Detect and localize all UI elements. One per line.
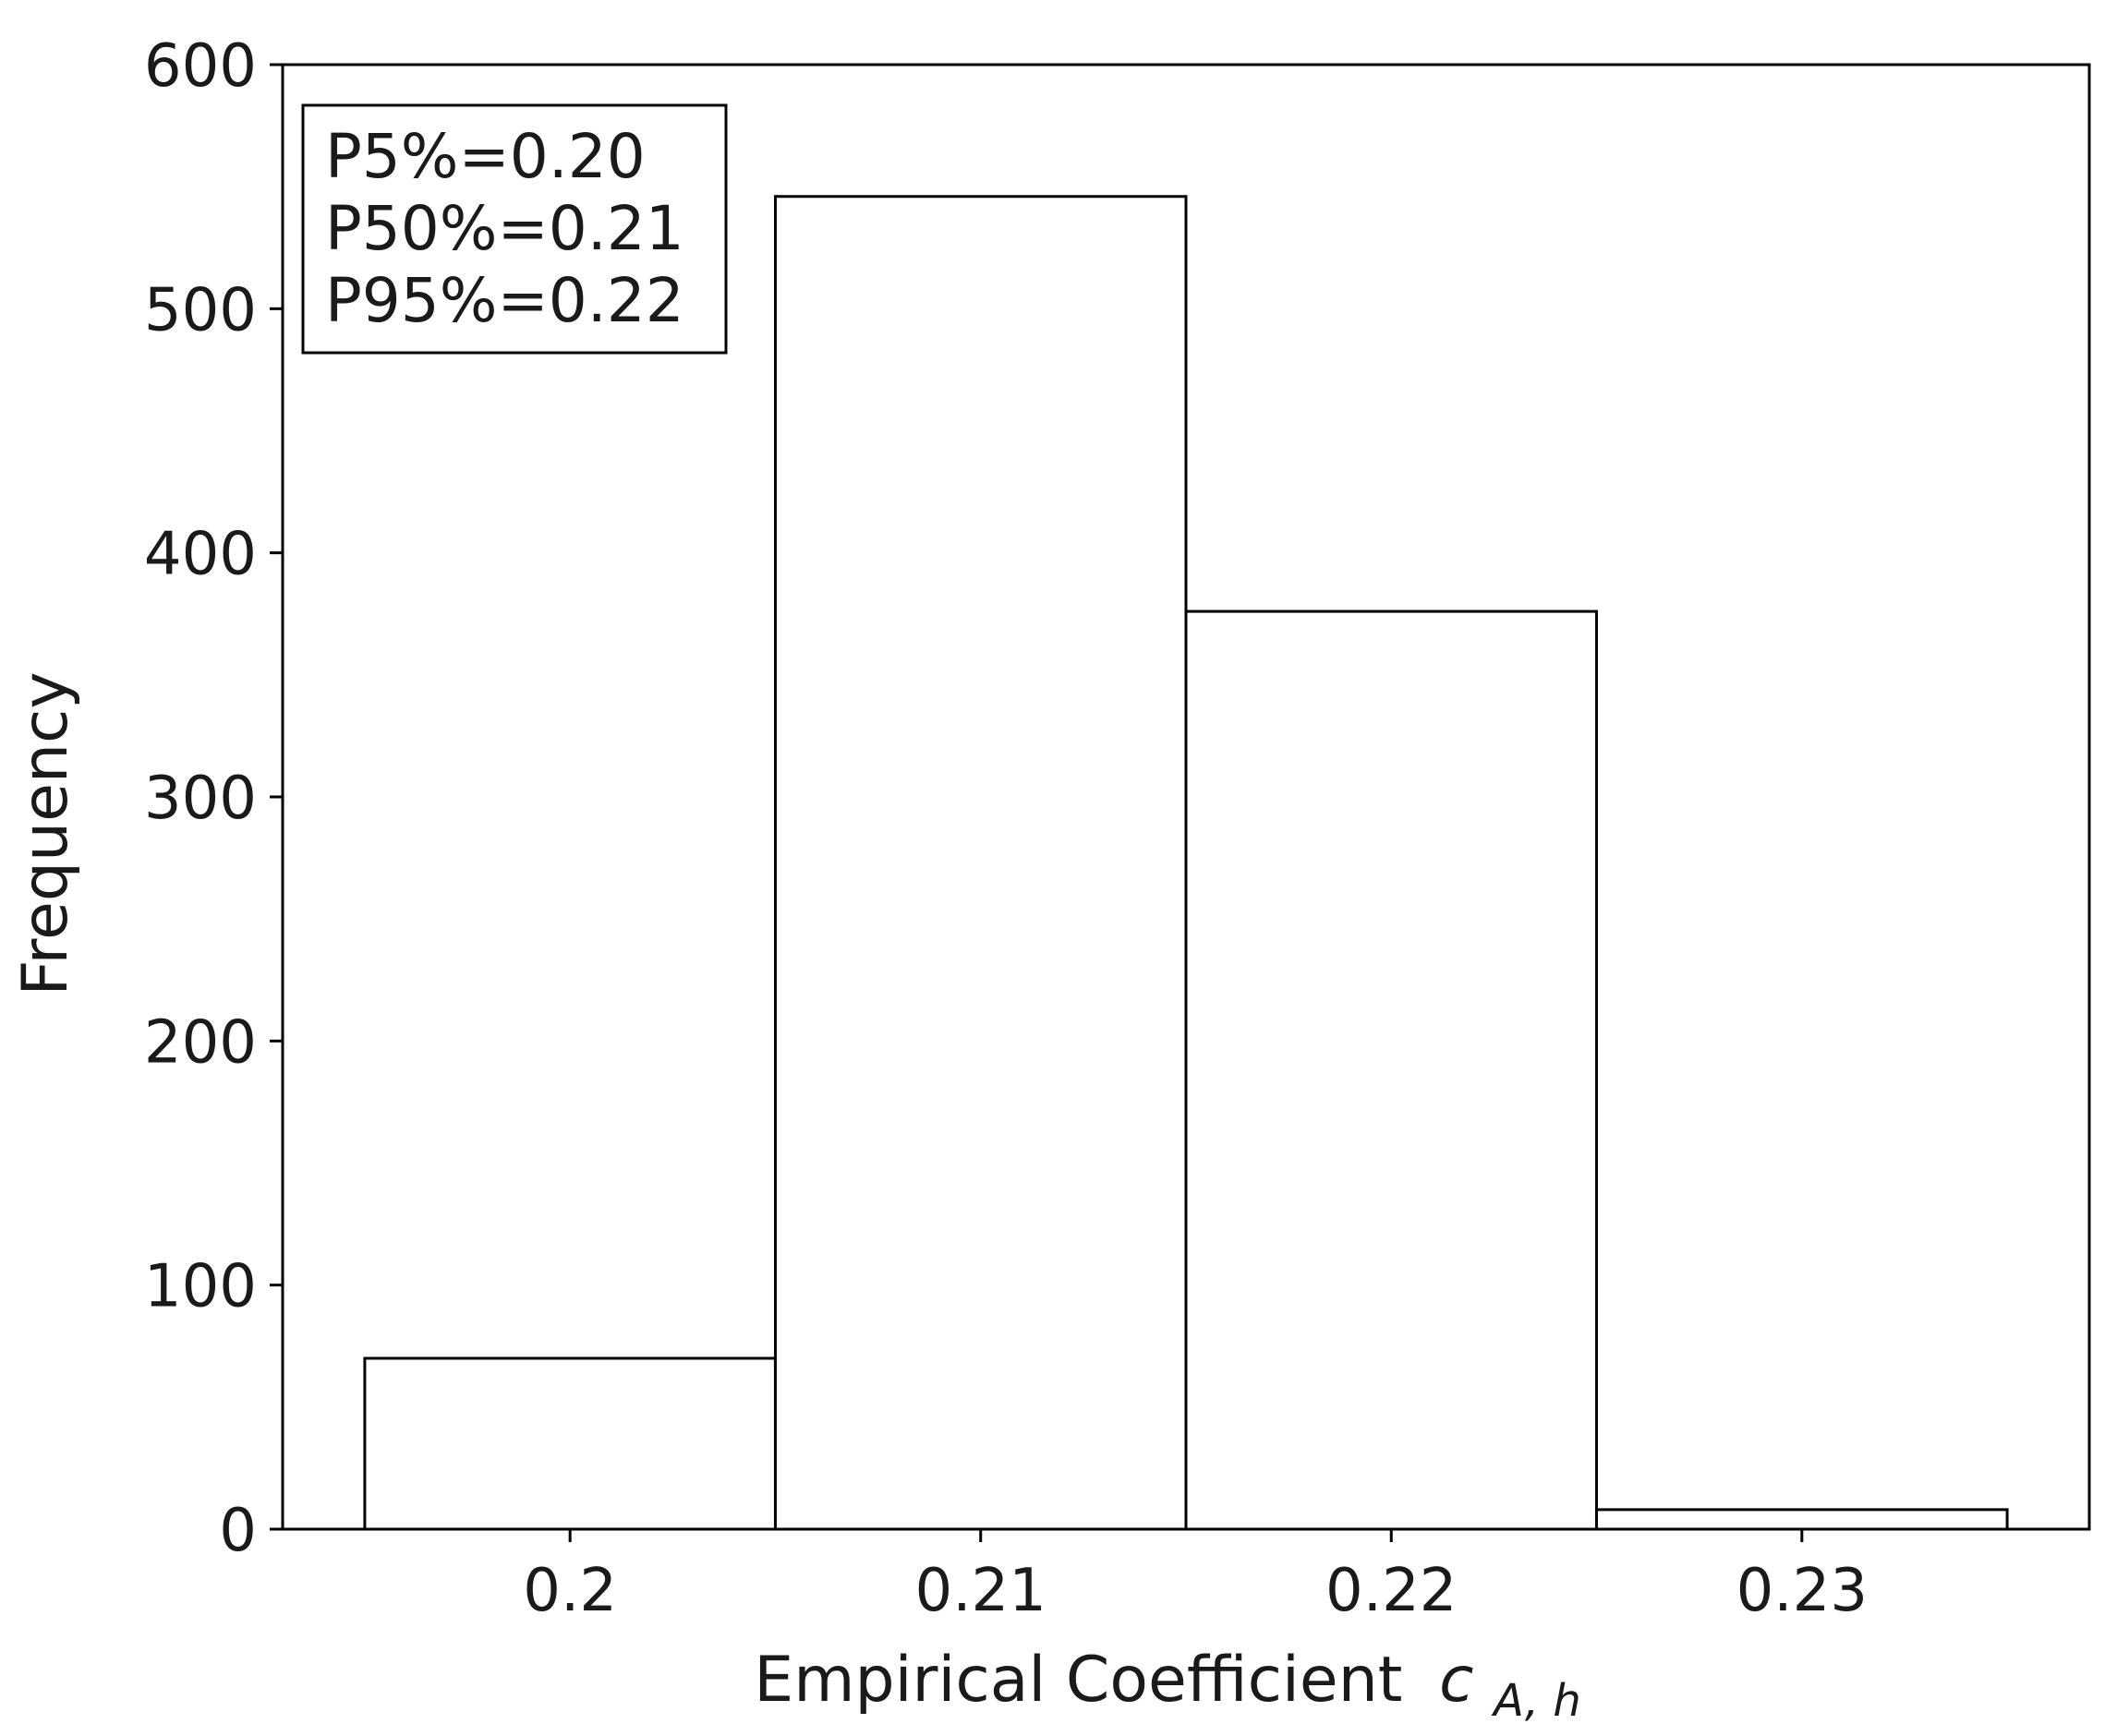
x-axis-label-subscript: A, h (1491, 1675, 1581, 1727)
histogram-bars (363, 195, 2009, 1531)
x-tick-label-1: 0.2 (523, 1557, 617, 1625)
annotation-line-p95: P95%=0.22 (325, 265, 684, 336)
x-axis-label: Empirical Coefficient c A, h (754, 1644, 1581, 1727)
x-tick-label-3: 0.22 (1325, 1557, 1458, 1625)
histogram-bar-2 (773, 195, 1188, 1531)
y-tick-label-7: 600 (144, 32, 257, 101)
y-tick-label-4: 300 (144, 765, 257, 833)
y-tick-label-3: 200 (144, 1008, 257, 1077)
histogram-bar-1 (363, 1356, 777, 1531)
percentile-annotation-box: P5%=0.20 P50%=0.21 P95%=0.22 (301, 103, 728, 355)
annotation-line-p5: P5%=0.20 (325, 121, 646, 192)
histogram-bar-3 (1184, 609, 1599, 1531)
x-axis-ticks: 0.2 0.21 0.22 0.23 (523, 1529, 1868, 1625)
x-axis-label-symbol: c (1439, 1644, 1473, 1717)
x-axis-label-text: Empirical Coefficient (754, 1644, 1402, 1717)
histogram-bar-4 (1595, 1508, 2009, 1531)
y-tick-label-1: 0 (219, 1497, 257, 1565)
annotation-box-border (301, 103, 728, 355)
annotation-line-p50: P50%=0.21 (325, 193, 684, 264)
x-tick-label-4: 0.23 (1736, 1557, 1869, 1625)
y-tick-label-5: 400 (144, 521, 257, 589)
y-tick-label-6: 500 (144, 276, 257, 344)
y-axis-label: Frequency (9, 671, 82, 995)
y-axis-ticks: 0 100 200 300 400 500 600 (144, 32, 283, 1565)
y-tick-label-2: 100 (144, 1253, 257, 1321)
x-tick-label-2: 0.21 (914, 1557, 1046, 1625)
